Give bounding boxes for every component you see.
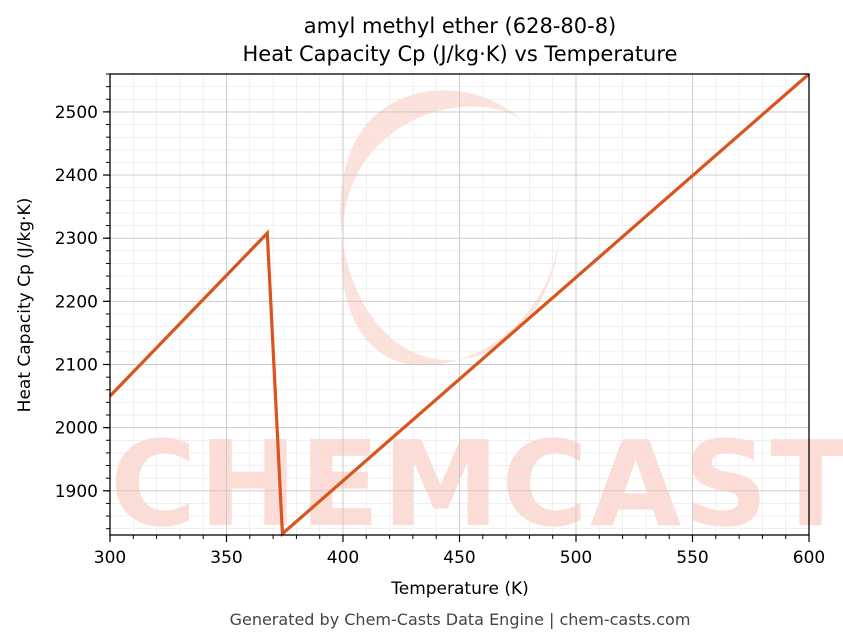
- y-tick-label: 2500: [55, 103, 98, 123]
- y-tick-label: 2400: [55, 166, 98, 186]
- y-tick-label: 2100: [55, 355, 98, 375]
- watermark-swirl: [340, 90, 560, 366]
- y-tick-labels: 1900 2000 2100 2200 2300 2400 2500: [55, 103, 98, 502]
- chart-title-line2: Heat Capacity Cp (J/kg·K) vs Temperature: [243, 42, 678, 66]
- x-tick-labels: 300 350 400 450 500 550 600: [94, 548, 825, 568]
- x-tick-label: 550: [676, 548, 708, 568]
- series-layer: [108, 72, 811, 538]
- x-tick-label: 400: [327, 548, 359, 568]
- x-axis-label: Temperature (K): [390, 579, 529, 599]
- y-axis-label: Heat Capacity Cp (J/kg·K): [15, 198, 35, 413]
- x-tick-label: 600: [793, 548, 825, 568]
- x-tick-label: 500: [560, 548, 592, 568]
- footer-text: Generated by Chem-Casts Data Engine | ch…: [230, 610, 691, 629]
- y-tick-label: 2200: [55, 292, 98, 312]
- x-tick-label: 450: [443, 548, 475, 568]
- watermark-logo: CHEMCASTS: [110, 90, 843, 553]
- x-tick-label: 350: [210, 548, 242, 568]
- chart-title-line1: amyl methyl ether (628-80-8): [304, 14, 617, 38]
- series-line-cp: [108, 72, 811, 538]
- y-tick-label: 1900: [55, 482, 98, 502]
- axis-ticks: [103, 73, 810, 542]
- x-tick-label: 300: [94, 548, 126, 568]
- y-tick-label: 2000: [55, 419, 98, 439]
- watermark-text: CHEMCASTS: [110, 415, 843, 553]
- y-tick-label: 2300: [55, 229, 98, 249]
